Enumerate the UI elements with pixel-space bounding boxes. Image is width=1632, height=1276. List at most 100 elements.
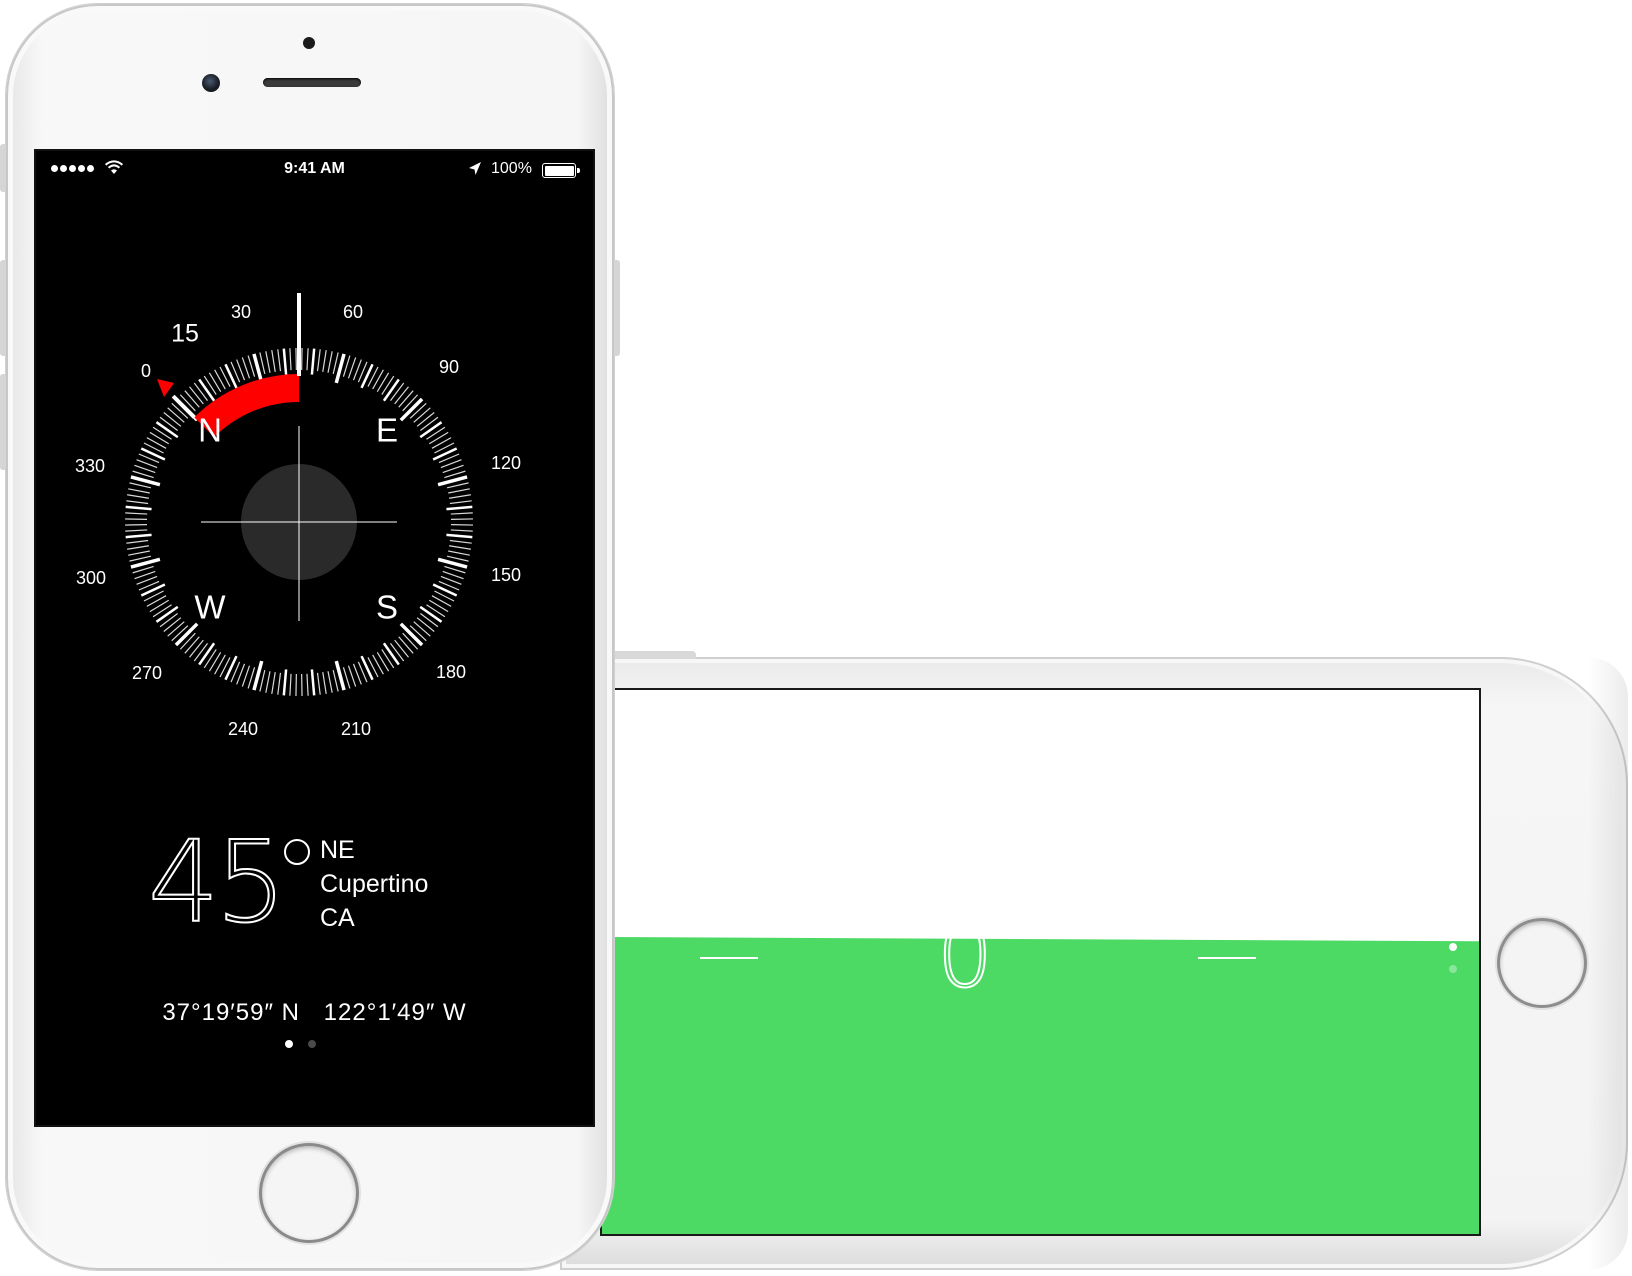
compass-tick	[310, 348, 316, 375]
page-indicator[interactable]	[285, 1040, 316, 1048]
level-fill	[602, 943, 1479, 1234]
compass-tick	[449, 545, 471, 550]
compass-tick	[125, 529, 148, 532]
compass-tick	[132, 470, 154, 479]
compass-tick	[129, 555, 152, 562]
compass-tick	[289, 348, 292, 371]
level-page-dot[interactable]	[1449, 965, 1457, 973]
compass-tick	[152, 604, 172, 618]
compass-tick	[420, 613, 439, 628]
compass-tick	[208, 651, 222, 672]
heading-deviation-arc	[194, 374, 299, 438]
compass-tick	[399, 622, 424, 647]
compass-tick	[450, 512, 473, 515]
front-camera	[202, 74, 220, 92]
degree-label-180: 180	[436, 662, 466, 682]
degree-label-60: 60	[343, 302, 363, 322]
degree-label-0: 0	[141, 361, 151, 381]
coordinates[interactable]: 37°19′59″ N 122°1′49″ W	[36, 999, 593, 1027]
signal-strength-icon	[51, 165, 94, 172]
compass-tick	[381, 649, 395, 669]
compass-tick	[214, 654, 226, 675]
compass-tick	[438, 580, 460, 591]
compass-tick	[127, 545, 149, 550]
compass-tick	[241, 357, 251, 379]
compass-tick	[230, 361, 241, 383]
home-button-portrait[interactable]	[262, 1146, 356, 1240]
compass-tick	[241, 665, 251, 687]
compass-tick	[428, 431, 449, 445]
compass-tick	[327, 351, 333, 373]
level-view[interactable]: 0	[602, 690, 1479, 1234]
compass-tick	[125, 505, 152, 511]
compass-tick	[413, 407, 431, 423]
level-angle-value: 0	[936, 903, 994, 1008]
compass-tick	[208, 372, 222, 393]
degree-label-210: 210	[341, 719, 371, 739]
level-page-dot-active[interactable]	[1449, 943, 1457, 951]
compass-tick	[449, 500, 472, 505]
compass-tick	[179, 394, 196, 412]
compass-tick	[184, 390, 200, 408]
compass-tick	[259, 669, 266, 692]
cardinal-s: S	[376, 589, 398, 626]
compass-tick	[224, 655, 238, 681]
compass-tick	[360, 655, 374, 681]
page-dot[interactable]	[308, 1040, 316, 1048]
compass-tick	[252, 353, 264, 384]
compass-tick	[372, 654, 384, 675]
mute-switch	[0, 144, 6, 192]
compass-tick	[332, 669, 339, 692]
compass-dial[interactable]: 15 N E S W 0 30 60 90 120 150 180 210 24…	[36, 151, 593, 1125]
battery-percent: 100%	[491, 160, 532, 177]
compass-tick	[376, 372, 390, 393]
compass-tick	[432, 583, 458, 597]
longitude: 122°1′49″ W	[323, 999, 467, 1026]
compass-tick	[322, 672, 327, 694]
compass-tick	[357, 661, 368, 683]
compass-tick	[189, 386, 204, 405]
compass-tick	[198, 378, 216, 402]
compass-tick	[437, 475, 468, 487]
compass-tick	[402, 632, 419, 650]
compass-tick	[134, 464, 156, 474]
compass-tick	[230, 661, 241, 683]
compass-tick	[159, 416, 178, 431]
bearing-marker-line	[171, 394, 196, 419]
level-left-dash	[700, 957, 758, 959]
compass-tick	[442, 464, 464, 474]
compass-tick	[193, 382, 208, 401]
compass-tick	[159, 613, 178, 628]
cardinal-n: N	[198, 412, 222, 449]
compass-tick	[265, 671, 271, 693]
compass-tick	[140, 583, 166, 597]
compass-tick	[130, 475, 161, 487]
portrait-phone: 9:41 AM 100% 15 N E S W 0 30	[0, 4, 620, 1270]
compass-tick	[252, 660, 264, 691]
compass-tick	[127, 494, 149, 499]
status-bar: 9:41 AM 100%	[36, 151, 593, 191]
compass-tick	[327, 671, 333, 693]
compass-tick	[440, 459, 462, 469]
compass-tick	[136, 575, 158, 585]
degree-label-90: 90	[439, 357, 459, 377]
phone-edge-shading	[1588, 657, 1628, 1270]
compass-tick	[316, 349, 321, 372]
compass-tick	[184, 636, 200, 654]
degree-label-30: 30	[231, 302, 251, 322]
compass-tick	[334, 660, 346, 691]
compass-tick	[203, 375, 217, 395]
compass-tick	[163, 617, 182, 632]
compass-tick	[357, 361, 368, 383]
compass-tick	[134, 570, 156, 580]
location-arrow-icon	[469, 162, 481, 175]
compass-tick	[342, 667, 351, 689]
page-dot-active[interactable]	[285, 1040, 293, 1048]
compass-tick	[398, 636, 414, 654]
compass-tick	[167, 407, 185, 423]
degree-label-330: 330	[75, 456, 105, 476]
home-button-landscape[interactable]	[1500, 921, 1584, 1005]
earpiece-speaker	[263, 78, 361, 87]
compass-tick	[409, 402, 427, 419]
compass-tick	[149, 431, 170, 445]
